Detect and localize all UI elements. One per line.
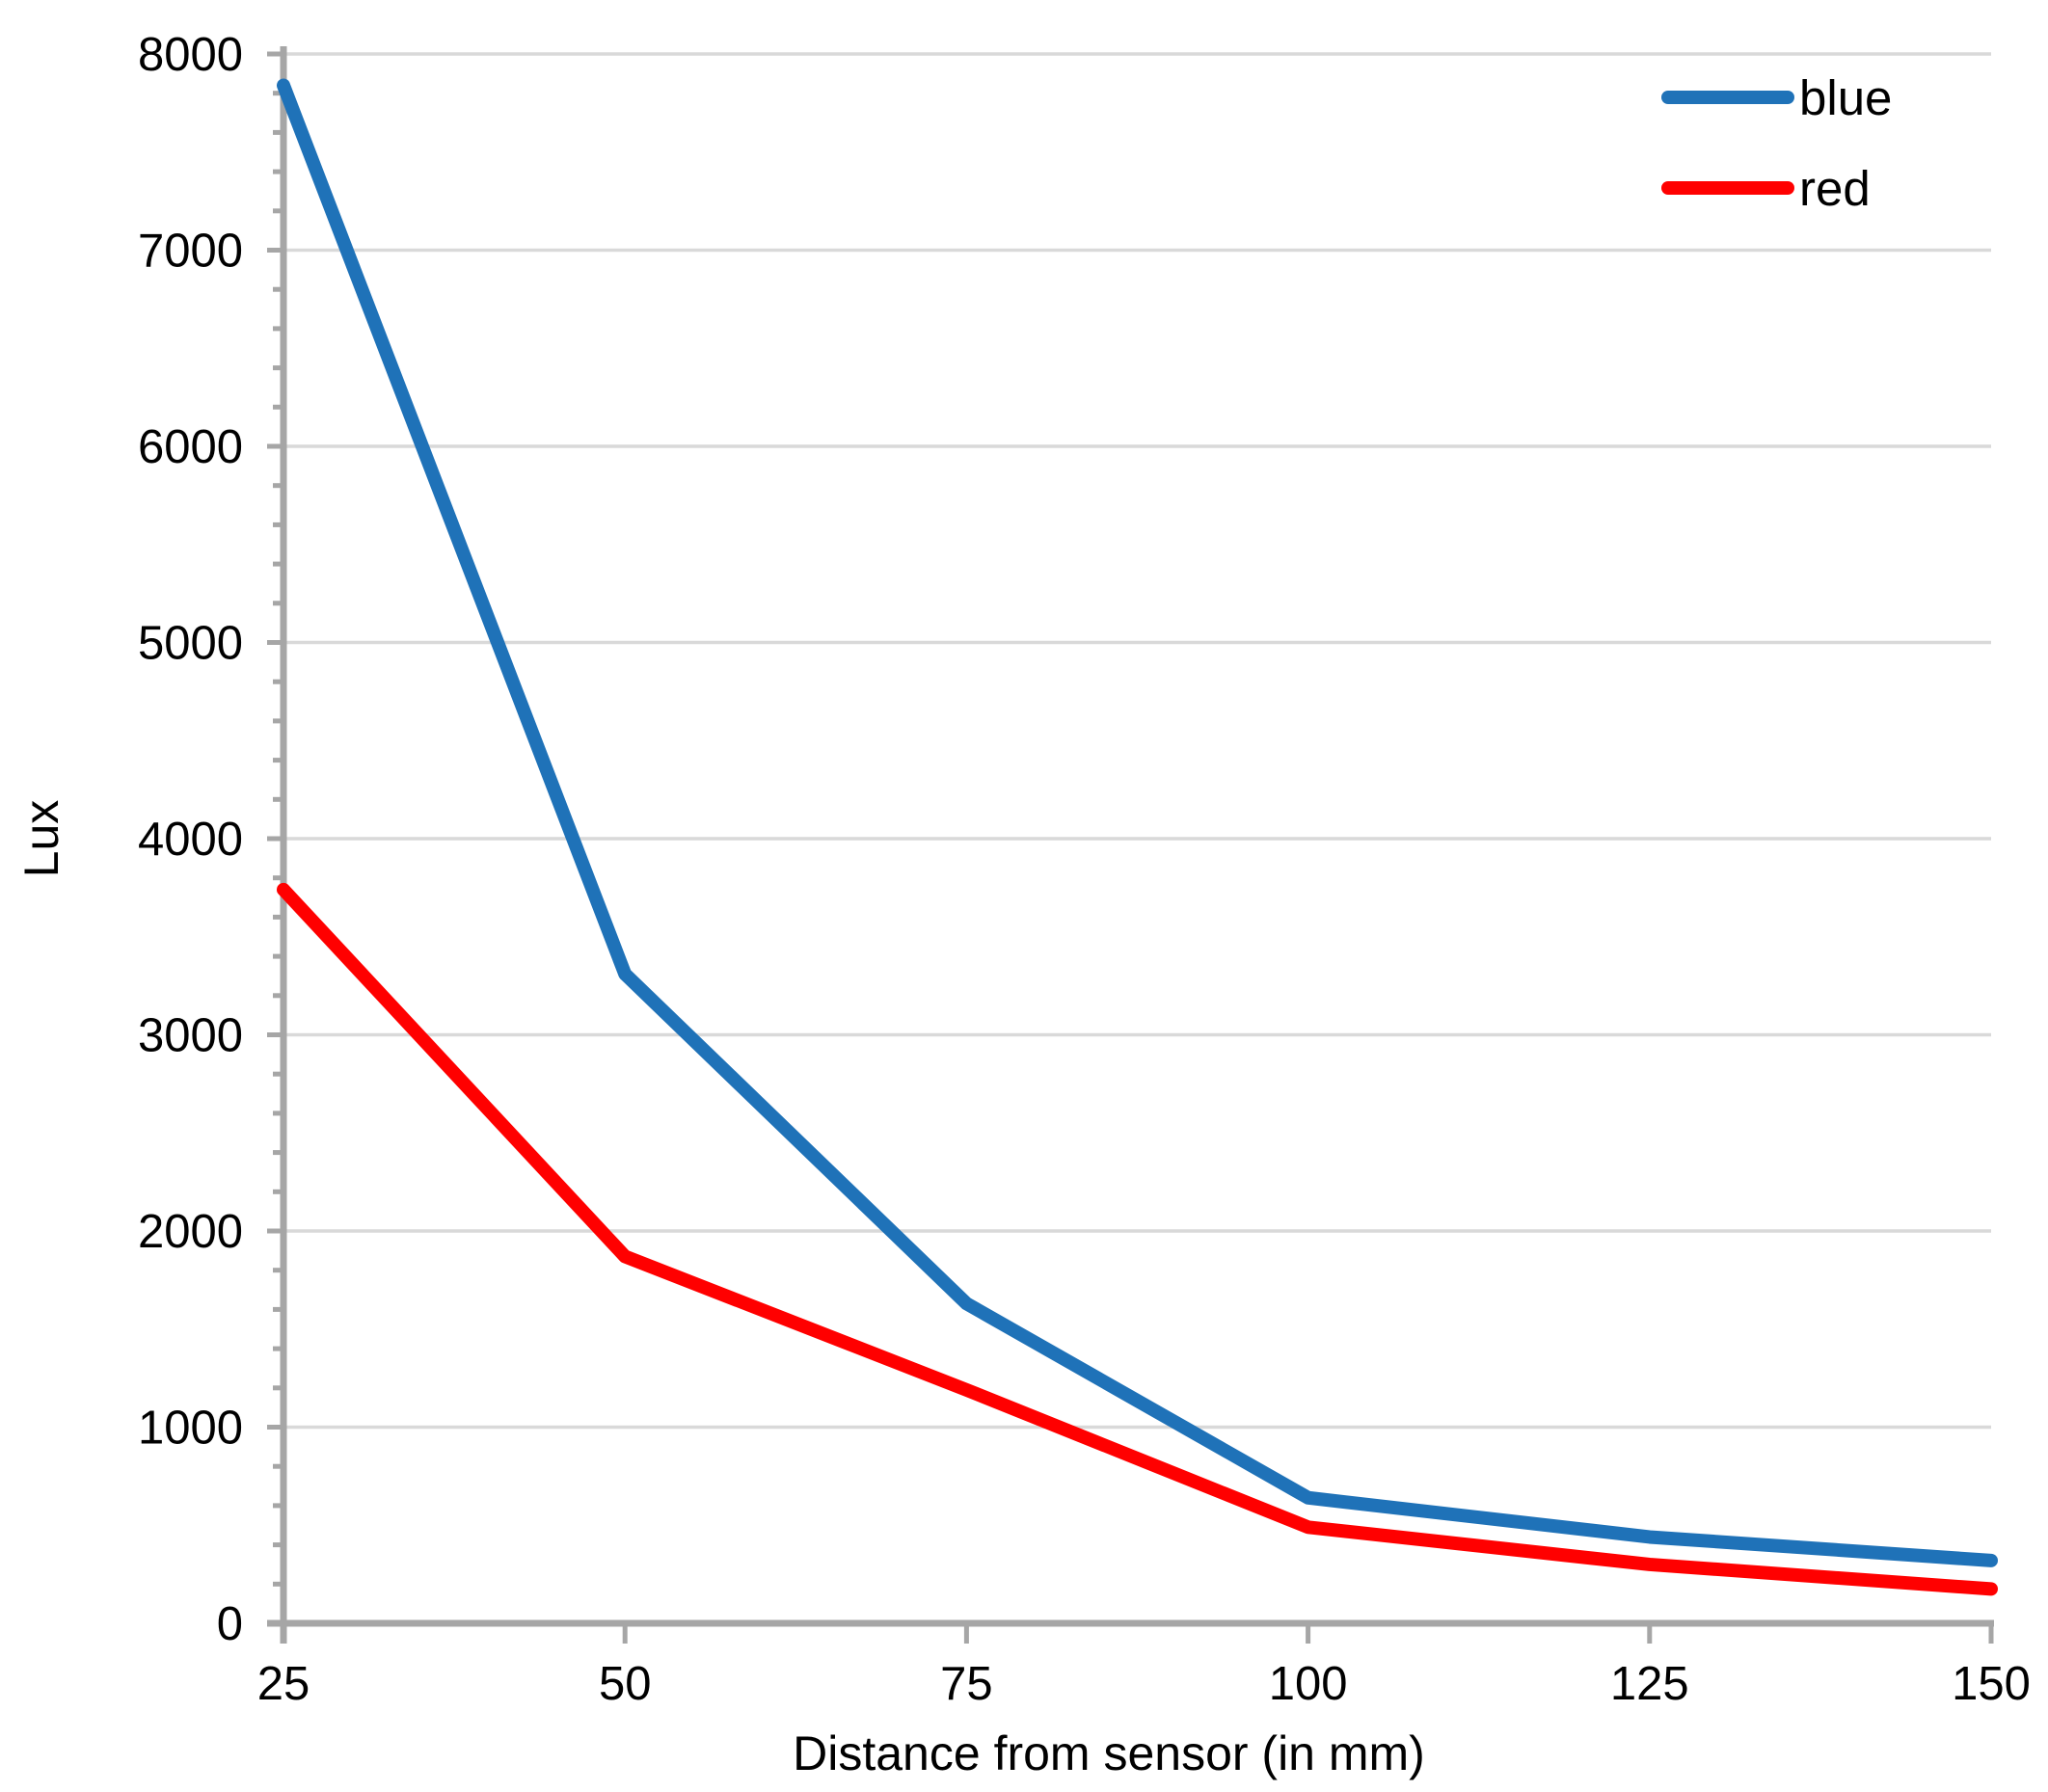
legend-label-red: red [1799, 161, 1871, 216]
y-tick-label-1000: 1000 [138, 1403, 243, 1455]
y-tick-label-2000: 2000 [138, 1206, 243, 1258]
y-tick-label-6000: 6000 [138, 421, 243, 473]
x-axis-title: Distance from sensor (in mm) [793, 1726, 1425, 1780]
y-tick-label-0: 0 [217, 1598, 243, 1650]
legend-label-blue: blue [1799, 70, 1892, 125]
y-tick-label-8000: 8000 [138, 29, 243, 81]
y-tick-label-5000: 5000 [138, 618, 243, 670]
blue-series-line [277, 78, 1998, 1567]
x-tick-label-150: 150 [1952, 1658, 2031, 1710]
x-tick-label-75: 75 [940, 1658, 993, 1710]
legend: blue red [1661, 70, 1892, 216]
x-tick-label-50: 50 [599, 1658, 652, 1710]
x-tick-label-100: 100 [1269, 1658, 1348, 1710]
red-series-line [277, 882, 1998, 1596]
y-tick-label-7000: 7000 [138, 226, 243, 278]
x-tick-label-125: 125 [1610, 1658, 1689, 1710]
y-axis-title: Lux [14, 800, 68, 878]
y-tick-label-3000: 3000 [138, 1010, 243, 1062]
x-tick-label-25: 25 [257, 1658, 310, 1710]
y-tick-label-4000: 4000 [138, 814, 243, 866]
